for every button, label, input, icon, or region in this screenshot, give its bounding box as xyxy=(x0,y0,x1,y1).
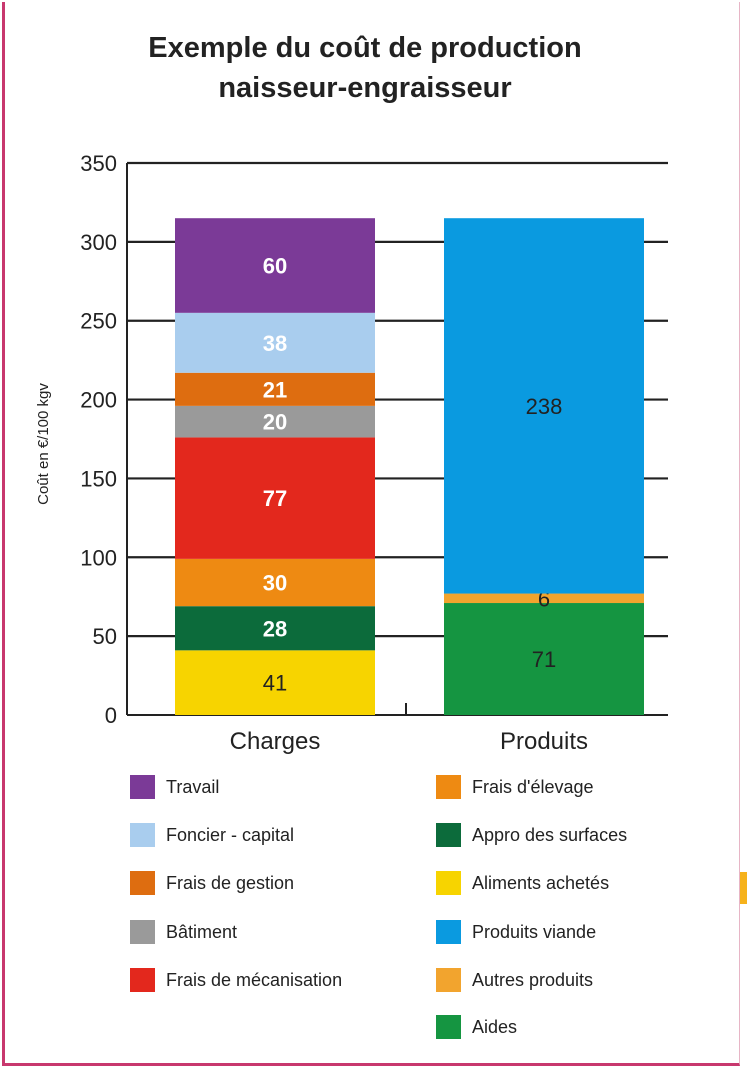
data-label-appro-des-surfaces: 28 xyxy=(263,616,287,641)
legend-item: Foncier - capital xyxy=(130,822,294,848)
chart-title-line-1: Exemple du coût de production xyxy=(148,32,582,64)
y-tick-label-50: 50 xyxy=(93,624,117,649)
legend-item: Frais d'élevage xyxy=(436,774,594,800)
bar-segment-autres-produits xyxy=(444,593,644,604)
x-category-label-produits: Produits xyxy=(500,728,588,755)
legend-label: Autres produits xyxy=(472,969,594,990)
legend-swatch xyxy=(130,920,155,944)
bar-segment-frais-d-elevage xyxy=(175,558,375,607)
data-label-aliments-achetes: 41 xyxy=(263,671,287,696)
y-tick-label-100: 100 xyxy=(80,545,117,570)
legend-item: Aliments achetés xyxy=(436,870,609,896)
x-category-label-charges: Charges xyxy=(230,728,321,755)
bar-segment-foncier-capital xyxy=(175,312,375,373)
bar-segment-aides xyxy=(444,603,644,715)
legend-item: Travail xyxy=(130,774,219,800)
legend-item: Produits viande xyxy=(436,919,596,945)
legend-item: Frais de gestion xyxy=(130,870,294,896)
chart-title-line-2: naisseur-engraisseur xyxy=(218,72,512,104)
legend-item: Bâtiment xyxy=(130,919,237,945)
legend-swatch xyxy=(436,1015,461,1039)
bar-segment-frais-de-gestion xyxy=(175,372,375,406)
y-tick-label-0: 0 xyxy=(105,703,117,728)
y-tick-label-350: 350 xyxy=(80,151,117,176)
legend-label: Frais d'élevage xyxy=(472,776,594,797)
legend-swatch xyxy=(436,871,461,895)
legend-item: Aides xyxy=(436,1014,517,1040)
bar-segment-frais-de-mecanisation xyxy=(175,437,375,559)
y-tick-label-250: 250 xyxy=(80,309,117,334)
data-label-batiment: 20 xyxy=(263,410,287,435)
legend-label: Travail xyxy=(166,776,220,797)
data-label-frais-de-gestion: 21 xyxy=(263,377,287,402)
y-tick-label-150: 150 xyxy=(80,466,117,491)
y-tick-label-200: 200 xyxy=(80,388,117,413)
data-label-frais-d-elevage: 30 xyxy=(263,571,287,596)
legend-item: Appro des surfaces xyxy=(436,822,627,848)
bar-segment-produits-viande xyxy=(444,218,644,594)
legend-item: Frais de mécanisation xyxy=(130,967,342,993)
bar-segment-batiment xyxy=(175,405,375,438)
data-label-foncier-capital: 38 xyxy=(263,331,287,356)
chart-title: Exemple du coût de production naisseur-e… xyxy=(0,28,730,108)
page-edge-tab xyxy=(740,872,747,904)
legend-label: Bâtiment xyxy=(166,921,238,942)
legend-label: Frais de mécanisation xyxy=(166,969,343,990)
legend-label: Aides xyxy=(472,1016,518,1037)
data-label-produits-viande: 238 xyxy=(526,394,563,419)
legend-swatch xyxy=(130,775,155,799)
stacked-bar-chart: 0 50 100 150 200 250 300 350 Coût en €/100 kgv 41… xyxy=(35,151,668,755)
data-label-frais-de-mecanisation: 77 xyxy=(263,486,287,511)
legend-label: Frais de gestion xyxy=(166,872,295,893)
bar-segment-aliments-achetes xyxy=(175,650,375,715)
legend-label: Aliments achetés xyxy=(472,872,610,893)
bar-segment-appro-des-surfaces xyxy=(175,606,375,651)
y-axis-label: Coût en €/100 kgv xyxy=(35,383,52,505)
legend-swatch xyxy=(436,920,461,944)
legend-swatch xyxy=(130,968,155,992)
legend-item: Autres produits xyxy=(436,967,593,993)
legend-label: Appro des surfaces xyxy=(472,824,628,845)
y-tick-label-300: 300 xyxy=(80,230,117,255)
chart-legend: Travail Foncier - capital Frais de gestion… xyxy=(130,774,690,1054)
legend-label: Foncier - capital xyxy=(166,824,295,845)
bar-segment-travail xyxy=(175,218,375,313)
legend-label: Produits viande xyxy=(472,921,597,942)
legend-swatch xyxy=(436,775,461,799)
data-label-travail: 60 xyxy=(263,254,287,279)
legend-swatch xyxy=(436,823,461,847)
legend-swatch xyxy=(130,823,155,847)
data-label-aides: 71 xyxy=(532,647,556,672)
legend-swatch xyxy=(130,871,155,895)
legend-swatch xyxy=(436,968,461,992)
